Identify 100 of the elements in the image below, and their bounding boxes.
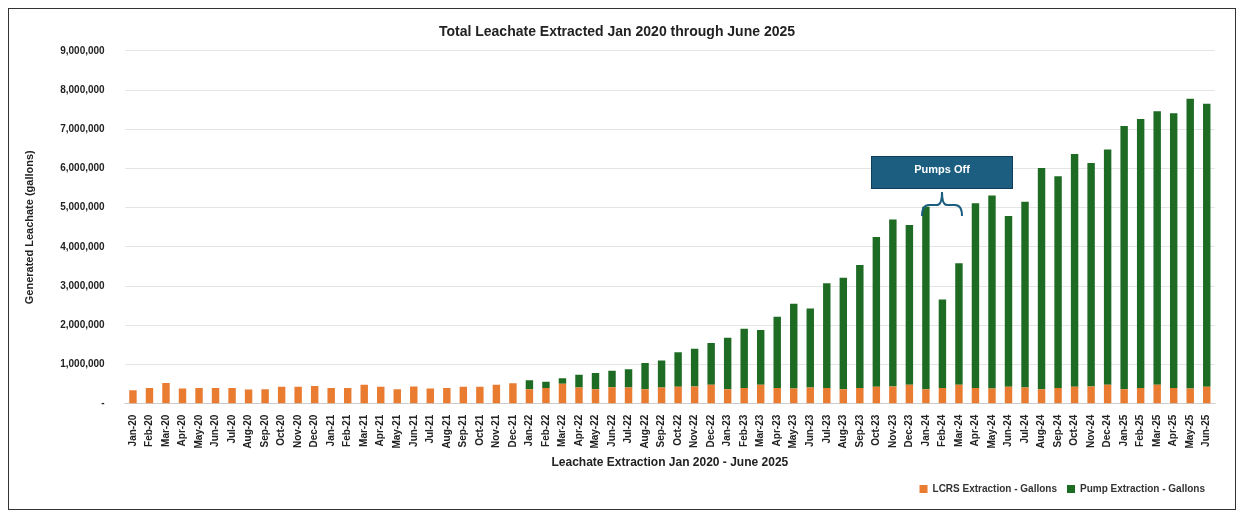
x-tick-label: Dec-21 xyxy=(506,414,518,448)
bar xyxy=(1169,113,1178,389)
bar xyxy=(756,329,765,385)
bar xyxy=(1037,389,1046,404)
bar xyxy=(1169,388,1178,404)
x-tick-label: May-24 xyxy=(985,414,997,449)
x-tick-label: Sep-20 xyxy=(258,414,270,448)
bar xyxy=(542,381,550,389)
x-tick-label: Sep-22 xyxy=(655,414,667,448)
bar xyxy=(856,388,864,404)
x-tick-label: Apr-21 xyxy=(374,414,386,447)
bar xyxy=(740,388,748,404)
x-tick-label: Apr-25 xyxy=(1167,414,1179,447)
x-tick-label: Aug-21 xyxy=(440,414,452,449)
x-tick-label: Sep-24 xyxy=(1051,414,1063,448)
y-tick-label: 7,000,000 xyxy=(60,122,106,134)
x-tick-label: Jan-24 xyxy=(919,414,931,447)
x-tick-label: Apr-24 xyxy=(969,414,981,447)
bar xyxy=(889,386,897,404)
bar xyxy=(1203,103,1211,387)
bar xyxy=(905,224,914,385)
y-tick-label: 2,000,000 xyxy=(60,319,106,331)
bar xyxy=(872,237,881,387)
bar xyxy=(790,388,798,404)
bar xyxy=(542,388,550,404)
bar xyxy=(1120,126,1128,390)
bar xyxy=(790,303,798,389)
bar xyxy=(575,374,583,388)
x-tick-label: Jun-23 xyxy=(804,414,816,447)
x-tick-label: Jan-25 xyxy=(1117,414,1129,447)
x-tick-label: Dec-20 xyxy=(308,414,320,448)
bar xyxy=(591,389,600,404)
legend-label: LCRS Extraction - Gallons xyxy=(932,482,1058,494)
x-tick-label: Jan-20 xyxy=(126,414,138,447)
bar xyxy=(277,386,286,404)
bar xyxy=(525,389,534,404)
x-tick-label: Feb-24 xyxy=(936,414,948,447)
bar xyxy=(657,360,666,388)
x-tick-label: Jun-21 xyxy=(407,414,419,447)
bar xyxy=(988,388,996,404)
bar xyxy=(558,383,567,404)
x-tick-label: Aug-24 xyxy=(1035,414,1047,449)
bar xyxy=(426,388,435,404)
x-tick-label: Dec-22 xyxy=(704,414,716,448)
x-tick-label: Oct-24 xyxy=(1068,414,1080,446)
bar xyxy=(690,386,699,404)
bar xyxy=(1004,386,1013,404)
x-tick-label: Jul-21 xyxy=(424,414,436,444)
chart-title: Total Leachate Extracted Jan 2020 through June 2025 xyxy=(438,23,796,40)
bar xyxy=(856,264,864,389)
y-tick-label: 1,000,000 xyxy=(60,358,106,370)
bar xyxy=(839,277,848,390)
bar xyxy=(492,384,501,404)
bar xyxy=(525,380,534,390)
bar xyxy=(410,386,418,404)
bar xyxy=(624,387,633,404)
y-tick-label: 8,000,000 xyxy=(60,83,106,95)
bar xyxy=(690,348,699,387)
x-tick-label: Nov-24 xyxy=(1084,414,1096,449)
bar xyxy=(707,384,715,404)
bar xyxy=(806,387,814,404)
y-tick-label: 9,000,000 xyxy=(60,44,106,56)
x-tick-label: Jan-22 xyxy=(523,414,535,447)
bar xyxy=(823,388,831,404)
bar xyxy=(922,389,930,404)
x-tick-label: May-23 xyxy=(787,414,799,449)
bar xyxy=(509,383,517,404)
bar xyxy=(195,388,203,404)
x-tick-label: Sep-23 xyxy=(853,414,865,448)
bar xyxy=(1037,168,1046,390)
x-tick-label: May-21 xyxy=(391,414,403,449)
bar xyxy=(1087,386,1095,404)
x-tick-label: Jun-24 xyxy=(1002,414,1014,447)
callout-box: Pumps Off xyxy=(871,156,1013,189)
x-tick-label: Feb-22 xyxy=(539,414,551,447)
x-tick-label: May-20 xyxy=(192,414,204,449)
x-tick-label: Jul-24 xyxy=(1018,414,1030,444)
bar xyxy=(971,203,980,389)
x-tick-label: Feb-21 xyxy=(341,414,353,447)
x-tick-label: Jan-21 xyxy=(324,414,336,447)
bar xyxy=(955,384,963,404)
y-tick-label: 5,000,000 xyxy=(60,201,106,213)
x-tick-label: Oct-22 xyxy=(671,414,683,446)
x-tick-label: Jun-22 xyxy=(605,414,617,447)
x-tick-label: Dec-24 xyxy=(1101,414,1113,448)
bar xyxy=(1203,386,1211,404)
x-tick-label: Nov-22 xyxy=(688,414,700,449)
bar xyxy=(211,388,220,404)
x-tick-label: Jul-20 xyxy=(225,414,237,444)
bar xyxy=(971,388,980,404)
bar xyxy=(459,386,468,404)
bar xyxy=(872,386,881,404)
bar xyxy=(1186,388,1194,404)
x-tick-label: Jul-22 xyxy=(622,414,634,444)
bar xyxy=(327,388,335,404)
bar xyxy=(723,337,732,390)
bar xyxy=(1186,98,1194,389)
bar xyxy=(162,382,170,404)
bar xyxy=(178,388,187,404)
bar xyxy=(244,389,253,404)
